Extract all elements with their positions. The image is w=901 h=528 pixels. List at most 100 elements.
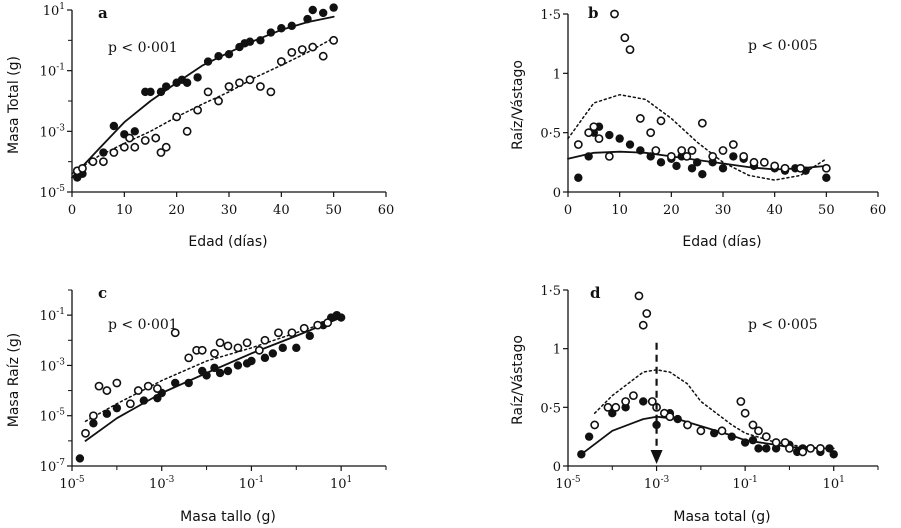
data-point-open xyxy=(621,397,631,406)
data-point-filled xyxy=(109,121,119,131)
data-point-filled xyxy=(156,87,166,97)
x-tick-label: 10 xyxy=(116,203,133,218)
fit-curve-open xyxy=(593,369,822,450)
panel-a-plot: 0 10 20 30 40 50 60 10-5 10-3 10-1 101 xyxy=(40,2,395,218)
panel-a-letter: a xyxy=(98,4,108,22)
panel-d-plot: 10-5 10-3 10-1 101 0 0·5 1 1·5 xyxy=(540,284,879,492)
data-point-filled xyxy=(305,331,314,341)
data-point-open xyxy=(642,309,652,318)
fit-curve-open xyxy=(567,93,828,181)
data-point-filled xyxy=(75,454,85,463)
data-point-open xyxy=(584,128,594,138)
data-point-open xyxy=(647,397,657,406)
data-point-open xyxy=(184,353,194,363)
x-tick-label: 10-3 xyxy=(644,475,670,492)
data-point-filled xyxy=(584,152,593,161)
data-point-filled xyxy=(215,368,225,378)
data-point-open xyxy=(780,163,790,173)
data-point-filled xyxy=(319,8,328,18)
x-tick-label: 50 xyxy=(325,203,342,218)
data-point-filled xyxy=(577,450,586,459)
data-point-open xyxy=(99,157,108,167)
panel-d-ylabel: Raíz/Vástago xyxy=(510,335,526,425)
data-point-open xyxy=(89,411,98,421)
data-point-open xyxy=(102,386,112,395)
y-tick-label: 0·5 xyxy=(540,127,561,142)
data-point-open xyxy=(610,9,619,19)
data-point-open xyxy=(287,48,297,57)
data-point-filled xyxy=(822,173,831,182)
fit-curve-open xyxy=(71,37,335,175)
data-point-open xyxy=(728,140,738,149)
y-tick-label: 10-1 xyxy=(40,307,65,324)
x-tick-label: 101 xyxy=(330,475,352,492)
data-point-open xyxy=(771,438,781,447)
data-point-open xyxy=(696,426,706,436)
panel-a-pvalue: p < 0·001 xyxy=(108,40,178,56)
data-point-open xyxy=(299,323,309,333)
y-tick-label: 101 xyxy=(43,2,65,19)
data-point-filled xyxy=(729,152,738,161)
data-point-open xyxy=(88,157,98,167)
data-point-open xyxy=(682,151,692,161)
data-point-open xyxy=(656,116,666,126)
data-point-open xyxy=(210,349,219,358)
y-tick-label: 10-7 xyxy=(40,458,66,475)
y-tick-label: 1·5 xyxy=(540,284,561,299)
data-point-filled xyxy=(224,49,234,59)
data-point-open xyxy=(651,146,661,155)
data-point-open xyxy=(276,57,286,66)
data-point-open xyxy=(112,378,122,388)
x-tick-label: 0 xyxy=(68,203,76,218)
data-point-open xyxy=(780,438,790,447)
data-point-open xyxy=(215,338,225,348)
data-point-filled xyxy=(146,87,155,97)
data-point-open xyxy=(761,432,771,442)
data-point-open xyxy=(740,408,750,418)
data-point-filled xyxy=(99,148,108,157)
data-point-filled xyxy=(625,140,635,149)
data-point-open xyxy=(130,142,140,152)
data-point-open xyxy=(245,75,255,85)
data-point-open xyxy=(604,151,614,161)
data-point-open xyxy=(697,118,707,128)
data-point-open xyxy=(770,161,780,171)
panel-b-plot: 0 10 20 30 40 50 60 0 0·5 1 1·5 xyxy=(540,8,886,218)
data-point-filled xyxy=(112,403,122,413)
data-point-filled xyxy=(754,444,763,453)
data-point-filled xyxy=(233,361,243,370)
panel-c-pvalue: p < 0·001 xyxy=(108,317,178,333)
data-point-open xyxy=(81,428,90,438)
data-point-open xyxy=(708,151,718,161)
data-point-open xyxy=(297,45,307,54)
data-point-open xyxy=(611,402,621,412)
x-tick-label: 10 xyxy=(611,203,628,218)
data-point-filled xyxy=(89,419,98,428)
data-point-open xyxy=(266,87,276,97)
data-point-filled xyxy=(266,28,276,37)
data-point-open xyxy=(589,122,599,132)
data-point-open xyxy=(318,51,328,61)
data-point-open xyxy=(687,146,697,155)
data-point-open xyxy=(329,35,339,45)
data-point-open xyxy=(203,87,213,97)
data-point-open xyxy=(140,136,150,145)
data-point-filled xyxy=(130,127,139,136)
data-point-filled xyxy=(260,353,270,363)
data-point-filled xyxy=(162,82,171,91)
y-tick-label: 10-3 xyxy=(40,357,66,374)
data-point-open xyxy=(308,42,318,52)
data-point-open xyxy=(94,381,104,391)
data-point-open xyxy=(739,151,749,161)
data-point-filled xyxy=(584,432,594,441)
data-point-open xyxy=(287,328,297,338)
data-point-open xyxy=(255,82,265,91)
data-point-filled xyxy=(308,5,317,15)
data-point-filled xyxy=(210,363,219,373)
panel-d-letter: d xyxy=(590,284,601,302)
x-tick-label: 60 xyxy=(870,203,887,218)
data-point-open xyxy=(313,320,323,330)
data-point-open xyxy=(634,291,644,301)
y-tick-label: 0·5 xyxy=(540,401,561,416)
